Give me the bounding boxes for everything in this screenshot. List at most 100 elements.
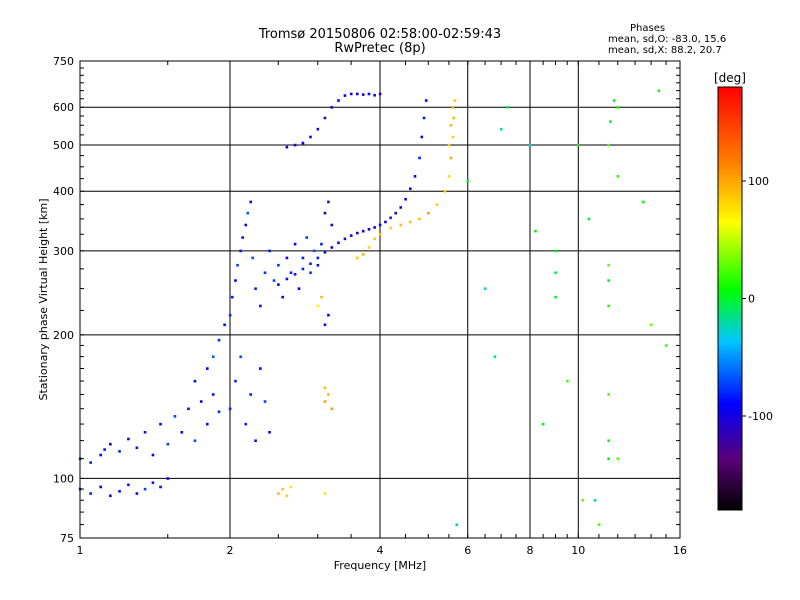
data-point [424,99,428,102]
data-point [234,279,237,282]
data-point [327,393,330,396]
data-point [554,249,557,253]
y-tick-label: 100 [53,472,74,485]
y-tick-label: 500 [53,139,74,152]
data-point [577,143,580,147]
data-point [249,393,253,396]
data-point [272,279,276,282]
colorbar-tick-label: 0 [748,293,755,306]
data-point [505,106,509,109]
data-point [316,263,320,267]
data-point [251,256,254,260]
data-point [127,437,130,441]
data-point [409,187,412,191]
data-point [320,295,323,299]
data-point [389,226,392,230]
x-axis-label: Frequency [MHz] [334,559,426,572]
data-point [187,407,190,411]
data-point [327,313,330,317]
data-point [301,256,305,260]
data-point [394,211,398,215]
y-axis-label: Stationary phase Virtual Height [km] [37,198,50,400]
data-point [244,422,248,426]
data-point [254,439,257,443]
data-point [435,203,439,206]
data-point [268,249,271,253]
data-point [239,249,242,253]
data-point [316,127,320,131]
data-point [99,453,103,457]
data-point [349,234,353,237]
data-point [239,355,242,359]
data-point [384,220,387,224]
data-point [228,313,232,317]
data-point [409,220,412,224]
data-point [367,227,371,231]
data-point [451,106,455,109]
x-tick-label: 1 [77,544,84,557]
data-point [447,143,451,147]
data-point [268,430,271,434]
data-point [427,211,430,215]
plot-frame [79,60,681,539]
data-point [277,263,280,267]
x-tick-label: 8 [527,544,534,557]
data-point [607,439,610,443]
data-point [607,457,610,461]
data-point [309,271,312,275]
data-point [373,93,376,97]
data-point [230,295,234,299]
data-point [593,499,597,502]
data-point [151,453,155,457]
data-point [389,216,392,220]
data-point [355,92,359,96]
data-point [217,338,221,342]
y-tick-label: 300 [53,245,74,258]
data-point [413,175,417,178]
data-point [355,231,359,235]
data-point [211,393,215,396]
data-point [316,304,320,308]
data-point [541,422,545,426]
data-point [373,237,376,241]
data-point [597,523,601,527]
y-tick-label: 750 [53,55,74,68]
data-point [259,304,262,308]
data-point [453,99,457,102]
data-point [466,179,470,183]
data-point [343,237,347,241]
data-point [309,135,312,139]
data-point [217,410,221,414]
data-point [399,206,403,209]
phases-x-stats: mean, sd,X: 88.2, 20.7 [608,45,722,56]
data-point [205,367,209,370]
data-point [289,485,293,489]
phases-o-stats: mean, sd,O: -83.0, 15.6 [608,34,727,45]
data-point [109,442,112,446]
data-point [118,450,121,453]
data-point [361,253,365,256]
data-point [281,295,284,299]
data-point [443,190,447,193]
data-point [285,494,289,498]
data-point [337,241,340,245]
data-point [418,217,421,221]
data-point [193,379,197,383]
data-point [649,323,653,327]
data-point [143,487,147,491]
x-tick-label: 2 [227,544,234,557]
colorbar-tick-label: -100 [748,410,773,423]
data-point [367,92,371,96]
phases-heading: Phases [630,23,666,34]
x-tick-label: 4 [377,544,384,557]
data-point [616,106,620,109]
data-point [323,400,327,403]
data-point [422,116,426,120]
data-point [607,279,610,282]
data-point [103,448,106,451]
data-point [323,251,327,254]
data-point [293,242,297,246]
colorbar-label: [deg] [714,71,746,85]
data-point [249,200,253,204]
